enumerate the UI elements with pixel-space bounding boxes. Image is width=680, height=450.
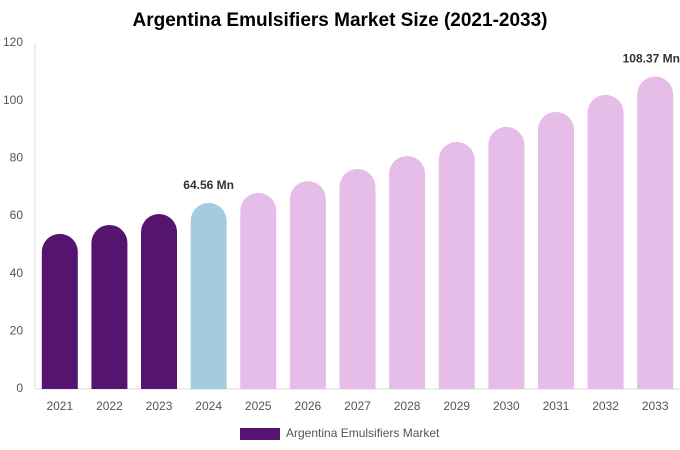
x-tick-label: 2021 <box>46 399 73 413</box>
value-label: 64.56 Mn <box>183 178 234 192</box>
y-tick-label: 100 <box>3 93 23 107</box>
y-tick-label: 80 <box>10 151 24 165</box>
x-tick-label: 2027 <box>344 399 371 413</box>
legend-label: Argentina Emulsifiers Market <box>286 426 440 440</box>
bar <box>190 202 227 389</box>
bar <box>289 181 326 389</box>
bar <box>141 213 178 389</box>
x-tick-label: 2023 <box>146 399 173 413</box>
y-tick-label: 60 <box>10 208 24 222</box>
legend-swatch <box>240 428 280 440</box>
bar <box>240 192 277 389</box>
x-tick-label: 2031 <box>543 399 570 413</box>
bar <box>488 126 525 389</box>
y-tick-label: 40 <box>10 266 24 280</box>
x-tick-label: 2024 <box>195 399 222 413</box>
chart-title: Argentina Emulsifiers Market Size (2021-… <box>132 10 547 31</box>
bar <box>41 233 78 389</box>
y-tick-label: 0 <box>16 381 23 395</box>
bar <box>537 111 574 389</box>
bar <box>587 94 624 389</box>
x-tick-label: 2028 <box>394 399 421 413</box>
bar <box>389 156 426 389</box>
bar <box>637 76 674 389</box>
value-label: 108.37 Mn <box>623 52 680 66</box>
x-tick-label: 2026 <box>295 399 322 413</box>
bar <box>438 141 475 389</box>
y-tick-label: 20 <box>10 324 24 338</box>
x-tick-label: 2030 <box>493 399 520 413</box>
bar <box>91 224 128 389</box>
y-tick-label: 120 <box>3 35 23 49</box>
x-tick-label: 2022 <box>96 399 123 413</box>
x-tick-label: 2033 <box>642 399 669 413</box>
bar <box>339 169 376 389</box>
x-tick-label: 2025 <box>245 399 272 413</box>
x-tick-label: 2029 <box>443 399 470 413</box>
x-tick-label: 2032 <box>592 399 619 413</box>
